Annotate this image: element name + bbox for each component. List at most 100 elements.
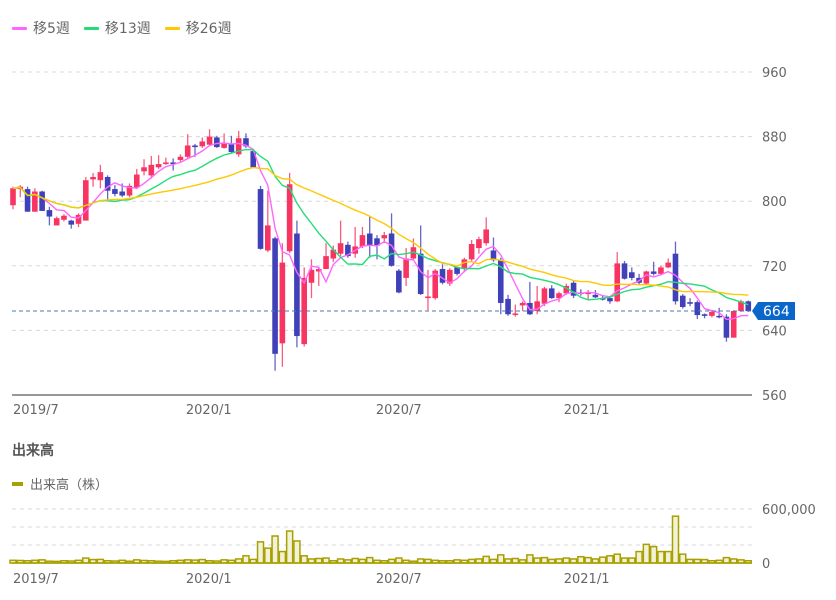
candle-body	[629, 272, 635, 278]
candle	[388, 213, 395, 267]
legend-item-ma5[interactable]: 移5週	[12, 18, 70, 38]
candle	[24, 186, 31, 212]
volume-bar	[293, 540, 301, 564]
candle-body	[694, 302, 701, 316]
candle-body	[192, 145, 198, 148]
volume-x-tick-label: 2020/7	[376, 572, 422, 587]
candle	[548, 285, 555, 299]
candle-body	[272, 238, 278, 354]
legend-label: 移5週	[33, 21, 70, 37]
candle	[650, 261, 657, 276]
candle-body	[61, 215, 67, 220]
legend-label: 移26週	[185, 21, 232, 37]
candle	[490, 237, 497, 262]
candle-body	[585, 292, 591, 295]
candle-body	[243, 138, 249, 147]
candle-body	[621, 263, 628, 279]
candle	[359, 227, 366, 249]
volume-bar	[577, 555, 585, 564]
candle-body	[425, 296, 431, 299]
candle	[396, 269, 402, 294]
volume-legend[interactable]: 出来高（株）	[12, 474, 108, 493]
legend-item-ma26[interactable]: 移26週	[164, 18, 232, 38]
volume-y-tick-label: 0	[762, 557, 770, 572]
candle-body	[738, 301, 744, 312]
candle-body	[417, 253, 424, 295]
candle-body	[439, 269, 446, 283]
candle-body	[10, 188, 16, 206]
candle-body	[570, 282, 577, 296]
candle	[658, 265, 664, 276]
volume-swatch	[12, 481, 23, 486]
x-tick-label: 2021/1	[564, 403, 610, 418]
candle	[476, 236, 482, 254]
candle-body	[32, 191, 38, 212]
candle-body	[679, 295, 686, 307]
candle	[461, 257, 468, 273]
candle	[730, 310, 737, 338]
candle-body	[359, 235, 366, 247]
candle-body	[345, 244, 351, 257]
candle	[308, 259, 315, 299]
volume-bar	[642, 543, 651, 564]
candle	[61, 214, 67, 222]
candle-body	[97, 172, 104, 181]
candle-body	[323, 256, 329, 270]
candle	[570, 280, 577, 299]
candle-body	[512, 313, 519, 315]
candle-body	[374, 238, 380, 246]
candle-body	[214, 137, 220, 148]
candle-body	[163, 162, 169, 165]
candle	[694, 300, 701, 320]
candle	[301, 267, 307, 347]
candle-body	[265, 225, 271, 251]
candle	[32, 188, 38, 212]
candle-body	[366, 233, 373, 246]
candle	[687, 298, 693, 307]
candle-body	[563, 285, 570, 294]
legend-item-ma13[interactable]: 移13週	[83, 18, 151, 38]
volume-bar	[657, 550, 665, 564]
ma5-swatch	[12, 26, 27, 30]
candle-body	[112, 189, 118, 194]
candle-body	[461, 259, 468, 270]
candle	[745, 300, 752, 312]
volume-bar	[285, 530, 294, 564]
candle-body	[75, 214, 82, 224]
candle-body	[301, 277, 307, 345]
y-tick-label: 800	[762, 195, 787, 210]
volume-bar	[526, 554, 534, 564]
ma26-swatch	[164, 26, 180, 30]
volume-bar	[671, 515, 680, 564]
candle	[519, 301, 526, 312]
candle	[97, 164, 104, 189]
candle-body	[701, 314, 708, 316]
x-tick-label: 2020/1	[186, 403, 232, 418]
candle	[177, 154, 184, 162]
candle	[83, 176, 89, 221]
candle	[417, 225, 424, 295]
candle-body	[665, 262, 671, 268]
volume-bar	[649, 545, 658, 564]
candle	[221, 133, 227, 149]
candle-body	[476, 239, 482, 249]
candle-body	[548, 288, 555, 299]
candle-body	[315, 269, 322, 272]
y-tick-label: 960	[762, 66, 787, 81]
candle-body	[672, 253, 679, 302]
volume-legend-label: 出来高（株）	[30, 478, 109, 493]
candle	[163, 157, 169, 165]
candle-body	[396, 270, 402, 293]
candle-body	[90, 176, 96, 180]
candle-body	[454, 267, 460, 274]
candle-body	[228, 143, 235, 152]
volume-bar	[584, 556, 592, 564]
candle	[330, 245, 337, 262]
volume-x-tick-label: 2021/1	[564, 572, 610, 587]
candle	[483, 217, 489, 246]
candle	[323, 243, 329, 270]
candle	[279, 243, 286, 367]
candle	[672, 241, 679, 305]
candle	[709, 311, 715, 318]
candle-body	[410, 247, 417, 259]
